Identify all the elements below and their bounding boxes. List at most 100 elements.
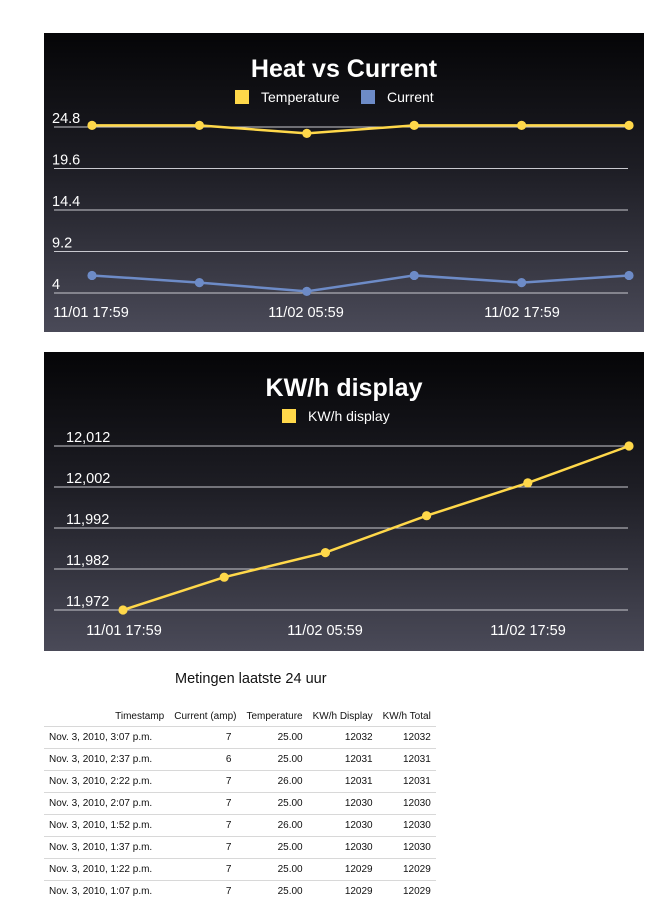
data-point: [118, 605, 127, 614]
data-point: [517, 278, 526, 287]
data-point: [624, 121, 633, 130]
timestamp-cell: Nov. 3, 2010, 2:37 p.m.: [44, 749, 169, 771]
kwh-total-cell: 12031: [378, 771, 436, 793]
data-point: [195, 121, 204, 130]
y-tick-label: 11,982: [66, 553, 109, 569]
x-tick-label: 11/02 17:59: [484, 305, 560, 321]
chart-title: KW/h display: [266, 374, 423, 402]
kwh-total-cell: 12030: [378, 815, 436, 837]
timestamp-cell: Nov. 3, 2010, 2:22 p.m.: [44, 771, 169, 793]
kwh-display-cell: 12031: [308, 749, 378, 771]
kwh-display-svg: KW/h display KW/h display 12,012 12,002 11,9…: [44, 352, 644, 651]
kwh-display-cell: 12032: [308, 727, 378, 749]
legend-swatch: [235, 90, 249, 104]
temperature-cell: 25.00: [241, 837, 307, 859]
y-tick-label: 19.6: [52, 153, 80, 169]
kwh-display-chart: KW/h display KW/h display 12,012 12,002 11,9…: [44, 352, 644, 651]
temperature-cell: 26.00: [241, 771, 307, 793]
y-tick-label: 9.2: [52, 236, 72, 252]
current-cell: 7: [169, 837, 241, 859]
temperature-cell: 25.00: [241, 727, 307, 749]
legend-label: Temperature: [261, 89, 340, 105]
current-cell: 7: [169, 771, 241, 793]
table-title: Metingen laatste 24 uur: [175, 671, 327, 687]
x-tick-label: 11/01 17:59: [53, 305, 129, 321]
legend-swatch: [282, 409, 296, 423]
timestamp-cell: Nov. 3, 2010, 3:07 p.m.: [44, 727, 169, 749]
column-header: Current (amp): [169, 706, 241, 727]
kwh-display-cell: 12030: [308, 793, 378, 815]
data-point: [624, 441, 633, 450]
y-tick-label: 14.4: [52, 194, 80, 210]
current-cell: 7: [169, 881, 241, 902]
x-tick-label: 11/02 17:59: [490, 623, 566, 639]
y-tick-label: 12,012: [66, 430, 110, 446]
data-point: [87, 271, 96, 280]
kwh-display-cell: 12029: [308, 859, 378, 881]
data-point: [220, 573, 229, 582]
data-point: [624, 271, 633, 280]
temperature-cell: 26.00: [241, 815, 307, 837]
data-point: [302, 129, 311, 138]
column-header: Timestamp: [44, 706, 169, 727]
kwh-display-cell: 12030: [308, 837, 378, 859]
timestamp-cell: Nov. 3, 2010, 2:07 p.m.: [44, 793, 169, 815]
y-tick-label: 11,972: [66, 594, 109, 610]
kwh-display-cell: 12030: [308, 815, 378, 837]
kwh-total-cell: 12030: [378, 837, 436, 859]
legend-label: KW/h display: [308, 408, 390, 424]
x-tick-label: 11/02 05:59: [287, 623, 363, 639]
timestamp-cell: Nov. 3, 2010, 1:52 p.m.: [44, 815, 169, 837]
legend-label: Current: [387, 89, 434, 105]
x-tick-label: 11/01 17:59: [86, 623, 162, 639]
heat-vs-current-svg: Heat vs Current Temperature Current 24.8 19.…: [44, 33, 644, 332]
current-cell: 7: [169, 727, 241, 749]
series-line: [92, 275, 629, 291]
temperature-cell: 25.00: [241, 881, 307, 902]
kwh-display-cell: 12031: [308, 771, 378, 793]
timestamp-cell: Nov. 3, 2010, 1:37 p.m.: [44, 837, 169, 859]
kwh-total-cell: 12030: [378, 793, 436, 815]
x-tick-label: 11/02 05:59: [268, 305, 344, 321]
temperature-cell: 25.00: [241, 859, 307, 881]
chart-title: Heat vs Current: [251, 55, 438, 83]
column-header: Temperature: [241, 706, 307, 727]
kwh-total-cell: 12029: [378, 881, 436, 902]
kwh-total-cell: 12029: [378, 859, 436, 881]
column-header: KW/h Display: [308, 706, 378, 727]
data-point: [422, 511, 431, 520]
legend-swatch: [361, 90, 375, 104]
data-point: [517, 121, 526, 130]
current-cell: 7: [169, 815, 241, 837]
kwh-total-cell: 12032: [378, 727, 436, 749]
y-tick-label: 11,992: [66, 512, 109, 528]
column-header: KW/h Total: [378, 706, 436, 727]
data-point: [523, 478, 532, 487]
data-point: [195, 278, 204, 287]
timestamp-cell: Nov. 3, 2010, 1:22 p.m.: [44, 859, 169, 881]
current-cell: 7: [169, 859, 241, 881]
data-point: [87, 121, 96, 130]
current-cell: 7: [169, 793, 241, 815]
data-point: [410, 121, 419, 130]
temperature-cell: 25.00: [241, 793, 307, 815]
temperature-cell: 25.00: [241, 749, 307, 771]
data-point: [321, 548, 330, 557]
kwh-total-cell: 12031: [378, 749, 436, 771]
current-cell: 6: [169, 749, 241, 771]
y-tick-label: 4: [52, 277, 60, 293]
timestamp-cell: Nov. 3, 2010, 1:07 p.m.: [44, 881, 169, 902]
data-point: [302, 287, 311, 296]
y-tick-label: 12,002: [66, 471, 110, 487]
y-tick-label: 24.8: [52, 111, 80, 127]
